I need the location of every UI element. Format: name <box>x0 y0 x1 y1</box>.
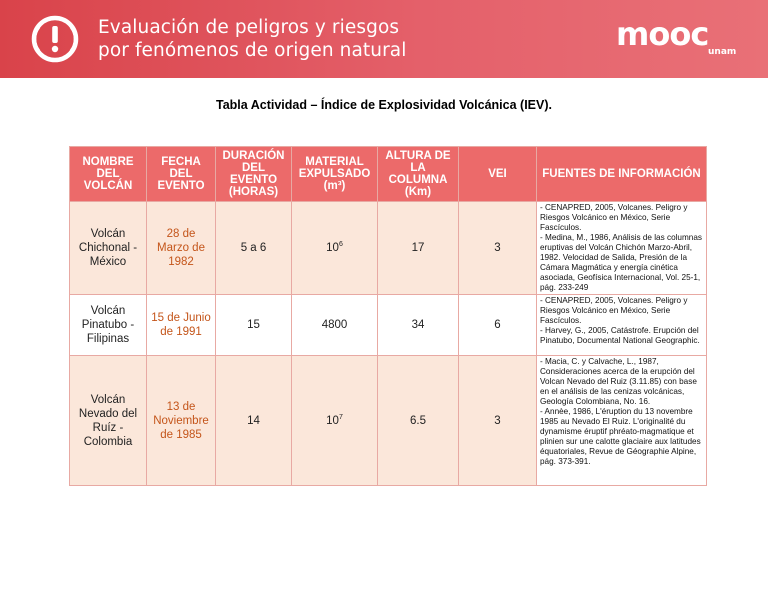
event-duration: 5 a 6 <box>215 201 292 295</box>
material-exponent: 7 <box>338 413 343 421</box>
mooc-logo-word: mooc <box>616 15 709 53</box>
material-exponent: 6 <box>338 241 343 249</box>
column-height: 34 <box>377 294 459 356</box>
vei-value: 6 <box>458 294 537 356</box>
warning-circle-icon <box>31 15 79 63</box>
col-header-sources: FUENTES DE INFORMACIÓN <box>536 146 707 202</box>
col-header-duration: DURACIÓN DEL EVENTO (HORAS) <box>215 146 292 202</box>
event-duration: 14 <box>215 355 292 486</box>
volcano-name: Volcán Chichonal - México <box>69 201 147 295</box>
material-base: 4800 <box>321 319 348 331</box>
material-expelled: 107 <box>291 355 378 486</box>
volcano-name: Volcán Pinatubo - Filipinas <box>69 294 147 356</box>
col-header-material: MATERIAL EXPULSADO (m³) <box>291 146 378 202</box>
col-header-vei: VEI <box>458 146 537 202</box>
table-row: Volcán Pinatubo - Filipinas 15 de Junio … <box>69 294 707 356</box>
vei-value: 3 <box>458 355 537 486</box>
volcano-name: Volcán Nevado del Ruíz - Colombia <box>69 355 147 486</box>
col-header-name: NOMBRE DEL VOLCÁN <box>69 146 147 202</box>
material-expelled: 4800 <box>291 294 378 356</box>
sources-cell: - CENAPRED, 2005, Volcanes. Peligro y Ri… <box>536 294 707 356</box>
source-entry: - CENAPRED, 2005, Volcanes. Peligro y Ri… <box>540 203 688 232</box>
table-caption: Tabla Actividad – Índice de Explosividad… <box>216 98 552 112</box>
event-date: 28 de Marzo de 1982 <box>146 201 216 295</box>
sources-cell: - CENAPRED, 2005, Volcanes. Peligro y Ri… <box>536 201 707 295</box>
header-banner: Evaluación de peligros y riesgos por fen… <box>0 0 768 78</box>
source-entry: - Annèe, 1986, L'éruption du 13 novembre… <box>540 407 701 466</box>
vei-value: 3 <box>458 201 537 295</box>
col-header-height: ALTURA DE LA COLUMNA (Km) <box>377 146 459 202</box>
event-duration: 15 <box>215 294 292 356</box>
unam-logo-word: unam <box>708 47 737 57</box>
source-entry: - Medina, M., 1986, Análisis de las colu… <box>540 233 703 292</box>
event-date: 15 de Junio de 1991 <box>146 294 216 356</box>
material-base: 10 <box>326 242 339 254</box>
course-title-line1: Evaluación de peligros y riesgos <box>98 17 400 38</box>
sources-cell: - Macia, C. y Calvache, L., 1987, Consid… <box>536 355 707 486</box>
source-entry: - Harvey, G., 2005, Catástrofe. Erupción… <box>540 326 700 345</box>
source-entry: - CENAPRED, 2005, Volcanes. Peligro y Ri… <box>540 296 688 325</box>
course-title-line2: por fenómenos de origen natural <box>98 40 407 61</box>
material-expelled: 106 <box>291 201 378 295</box>
vei-table: NOMBRE DEL VOLCÁN FECHA DEL EVENTO DURAC… <box>69 146 707 486</box>
source-entry: - Macia, C. y Calvache, L., 1987, Consid… <box>540 357 697 406</box>
col-header-date: FECHA DEL EVENTO <box>146 146 216 202</box>
column-height: 6.5 <box>377 355 459 486</box>
table-header-row: NOMBRE DEL VOLCÁN FECHA DEL EVENTO DURAC… <box>69 146 707 202</box>
material-base: 10 <box>326 414 339 427</box>
mooc-unam-logo: mooc unam <box>616 16 736 58</box>
column-height: 17 <box>377 201 459 295</box>
event-date: 13 de Noviembre de 1985 <box>146 355 216 486</box>
table-row: Volcán Nevado del Ruíz - Colombia 13 de … <box>69 355 707 486</box>
table-row: Volcán Chichonal - México 28 de Marzo de… <box>69 201 707 295</box>
course-title: Evaluación de peligros y riesgos por fen… <box>98 16 406 62</box>
